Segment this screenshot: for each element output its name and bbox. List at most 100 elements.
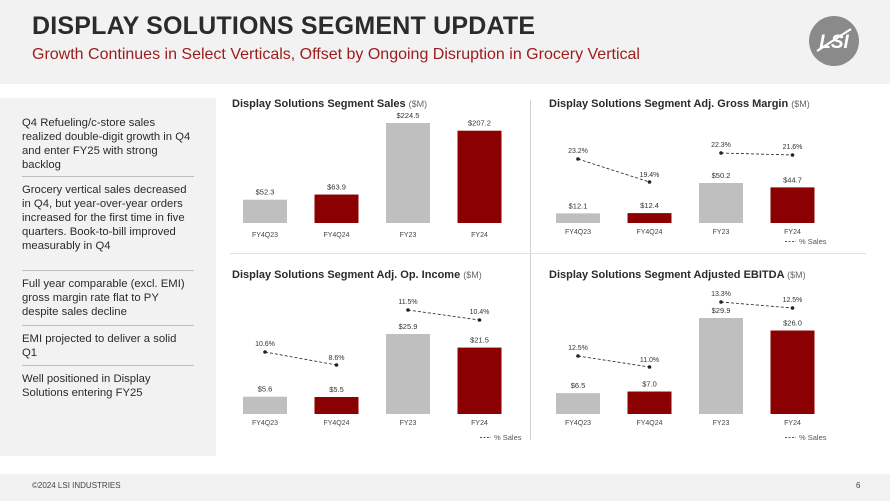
bar bbox=[386, 334, 430, 414]
svg-text:LSI: LSI bbox=[819, 32, 849, 53]
pct-sales-point bbox=[334, 363, 339, 367]
pct-sales-label: 10.4% bbox=[470, 309, 490, 316]
pct-sales-line bbox=[407, 309, 480, 321]
bar bbox=[770, 187, 815, 223]
bar bbox=[556, 393, 600, 414]
horizontal-divider bbox=[230, 253, 866, 254]
page-number: 6 bbox=[856, 481, 861, 490]
pct-sales-point bbox=[790, 153, 795, 157]
pct-sales-point bbox=[719, 151, 723, 155]
x-tick-label: FY4Q24 bbox=[636, 420, 662, 427]
pct-sales-label: 10.6% bbox=[255, 341, 275, 348]
bar-value-label: $5.5 bbox=[329, 385, 344, 394]
pct-sales-label: 23.2% bbox=[568, 148, 588, 155]
sidebar-panel: Q4 Refueling/c-store sales realized doub… bbox=[0, 98, 216, 456]
pct-sales-line bbox=[577, 355, 650, 368]
pct-sales-label: 11.5% bbox=[398, 299, 417, 306]
pct-sales-label: 19.4% bbox=[640, 172, 660, 179]
legend-label: % Sales bbox=[799, 237, 827, 246]
pct-sales-label: 11.0% bbox=[640, 357, 659, 364]
bar bbox=[314, 194, 359, 223]
bar-value-label: $5.6 bbox=[258, 385, 273, 394]
sidebar-divider bbox=[22, 325, 194, 326]
sidebar-item-grocery: Grocery vertical sales decreased in Q4, … bbox=[22, 184, 187, 252]
x-tick-label: FY23 bbox=[713, 420, 730, 427]
sidebar-divider bbox=[22, 176, 194, 177]
bar-value-label: $21.5 bbox=[470, 336, 489, 345]
pct-sales-point bbox=[647, 180, 652, 184]
bar bbox=[699, 183, 743, 223]
pct-sales-point bbox=[263, 350, 267, 354]
bar-value-label: $63.9 bbox=[327, 183, 346, 192]
bar bbox=[243, 396, 287, 414]
sidebar-item-positioned: Well positioned in Display Solutions ent… bbox=[22, 373, 151, 399]
pct-sales-point bbox=[790, 306, 795, 310]
x-tick-label: FY4Q23 bbox=[252, 420, 278, 427]
pct-sales-point bbox=[406, 308, 410, 312]
pct-sales-label: 12.5% bbox=[568, 345, 588, 352]
bar bbox=[627, 391, 672, 414]
lsi-logo-icon: LSI bbox=[809, 16, 859, 66]
x-tick-label: FY24 bbox=[471, 420, 488, 427]
pct-sales-line bbox=[720, 152, 793, 156]
bar bbox=[243, 199, 287, 223]
header-band bbox=[0, 0, 890, 84]
vertical-divider bbox=[530, 100, 531, 440]
x-tick-label: FY24 bbox=[471, 232, 488, 239]
chart-op-income: $5.6 FY4Q23 $5.5 FY4Q24 $25.9 FY23 $21.5 FY24 10… bbox=[243, 299, 522, 442]
page-title: DISPLAY SOLUTIONS SEGMENT UPDATE bbox=[32, 12, 536, 40]
bar-value-label: $44.7 bbox=[783, 175, 802, 184]
bar bbox=[457, 347, 502, 414]
pct-sales-label: 21.6% bbox=[783, 144, 803, 151]
pct-sales-label: 12.5% bbox=[783, 297, 803, 304]
bar bbox=[314, 397, 359, 414]
chart-title-op-income: Display Solutions Segment Adj. Op. Incom… bbox=[232, 269, 482, 281]
pct-sales-point bbox=[576, 354, 580, 358]
bar-value-label: $6.5 bbox=[571, 381, 586, 390]
sidebar-divider bbox=[22, 365, 194, 366]
pct-sales-label: 22.3% bbox=[711, 142, 731, 149]
sidebar-item-emi: EMI projected to deliver a solid Q1 bbox=[22, 333, 177, 359]
x-tick-label: FY23 bbox=[400, 420, 417, 427]
pct-sales-line bbox=[577, 158, 650, 183]
bar-value-label: $207.2 bbox=[468, 119, 491, 128]
pct-sales-point bbox=[576, 157, 580, 161]
bar-value-label: $25.9 bbox=[399, 322, 418, 331]
bar-value-label: $12.4 bbox=[640, 201, 659, 210]
bar-value-label: $52.3 bbox=[256, 188, 275, 197]
x-tick-label: FY4Q23 bbox=[565, 420, 591, 427]
x-tick-label: FY23 bbox=[713, 229, 730, 236]
pct-sales-line bbox=[264, 351, 337, 366]
pct-sales-point bbox=[647, 365, 652, 369]
bar-value-label: $224.5 bbox=[397, 111, 420, 120]
x-tick-label: FY24 bbox=[784, 420, 801, 427]
bar bbox=[699, 318, 743, 414]
sidebar-divider bbox=[22, 270, 194, 271]
x-tick-label: FY23 bbox=[400, 232, 417, 239]
bar-value-label: $12.1 bbox=[569, 201, 588, 210]
sidebar-item-gross-margin: Full year comparable (excl. EMI) gross m… bbox=[22, 278, 185, 318]
bar-value-label: $7.0 bbox=[642, 380, 657, 389]
chart-title-sales: Display Solutions Segment Sales ($M) bbox=[232, 98, 428, 110]
chart-title-gross-margin: Display Solutions Segment Adj. Gross Mar… bbox=[549, 98, 810, 110]
bar bbox=[556, 213, 600, 223]
pct-sales-label: 8.6% bbox=[329, 355, 345, 362]
bar bbox=[627, 213, 672, 223]
chart-title-ebitda: Display Solutions Segment Adjusted EBITD… bbox=[549, 269, 806, 281]
pct-sales-line bbox=[720, 301, 793, 309]
x-tick-label: FY4Q23 bbox=[565, 229, 591, 236]
page-subtitle: Growth Continues in Select Verticals, Of… bbox=[32, 46, 640, 63]
bar bbox=[457, 130, 502, 223]
footer-bar bbox=[0, 474, 890, 501]
pct-sales-label: 13.3% bbox=[711, 291, 731, 298]
pct-sales-point bbox=[719, 300, 723, 304]
bar-value-label: $26.0 bbox=[783, 319, 802, 328]
bar-value-label: $50.2 bbox=[712, 171, 731, 180]
chart-sales: $52.3 FY4Q23 $63.9 FY4Q24 $224.5 FY23 $207.2 FY… bbox=[243, 111, 502, 239]
x-tick-label: FY4Q23 bbox=[252, 232, 278, 239]
x-tick-label: FY24 bbox=[784, 229, 801, 236]
x-tick-label: FY4Q24 bbox=[323, 420, 349, 427]
x-tick-label: FY4Q24 bbox=[636, 229, 662, 236]
copyright-text: ©2024 LSI INDUSTRIES bbox=[32, 481, 121, 490]
legend-label: % Sales bbox=[494, 433, 522, 442]
